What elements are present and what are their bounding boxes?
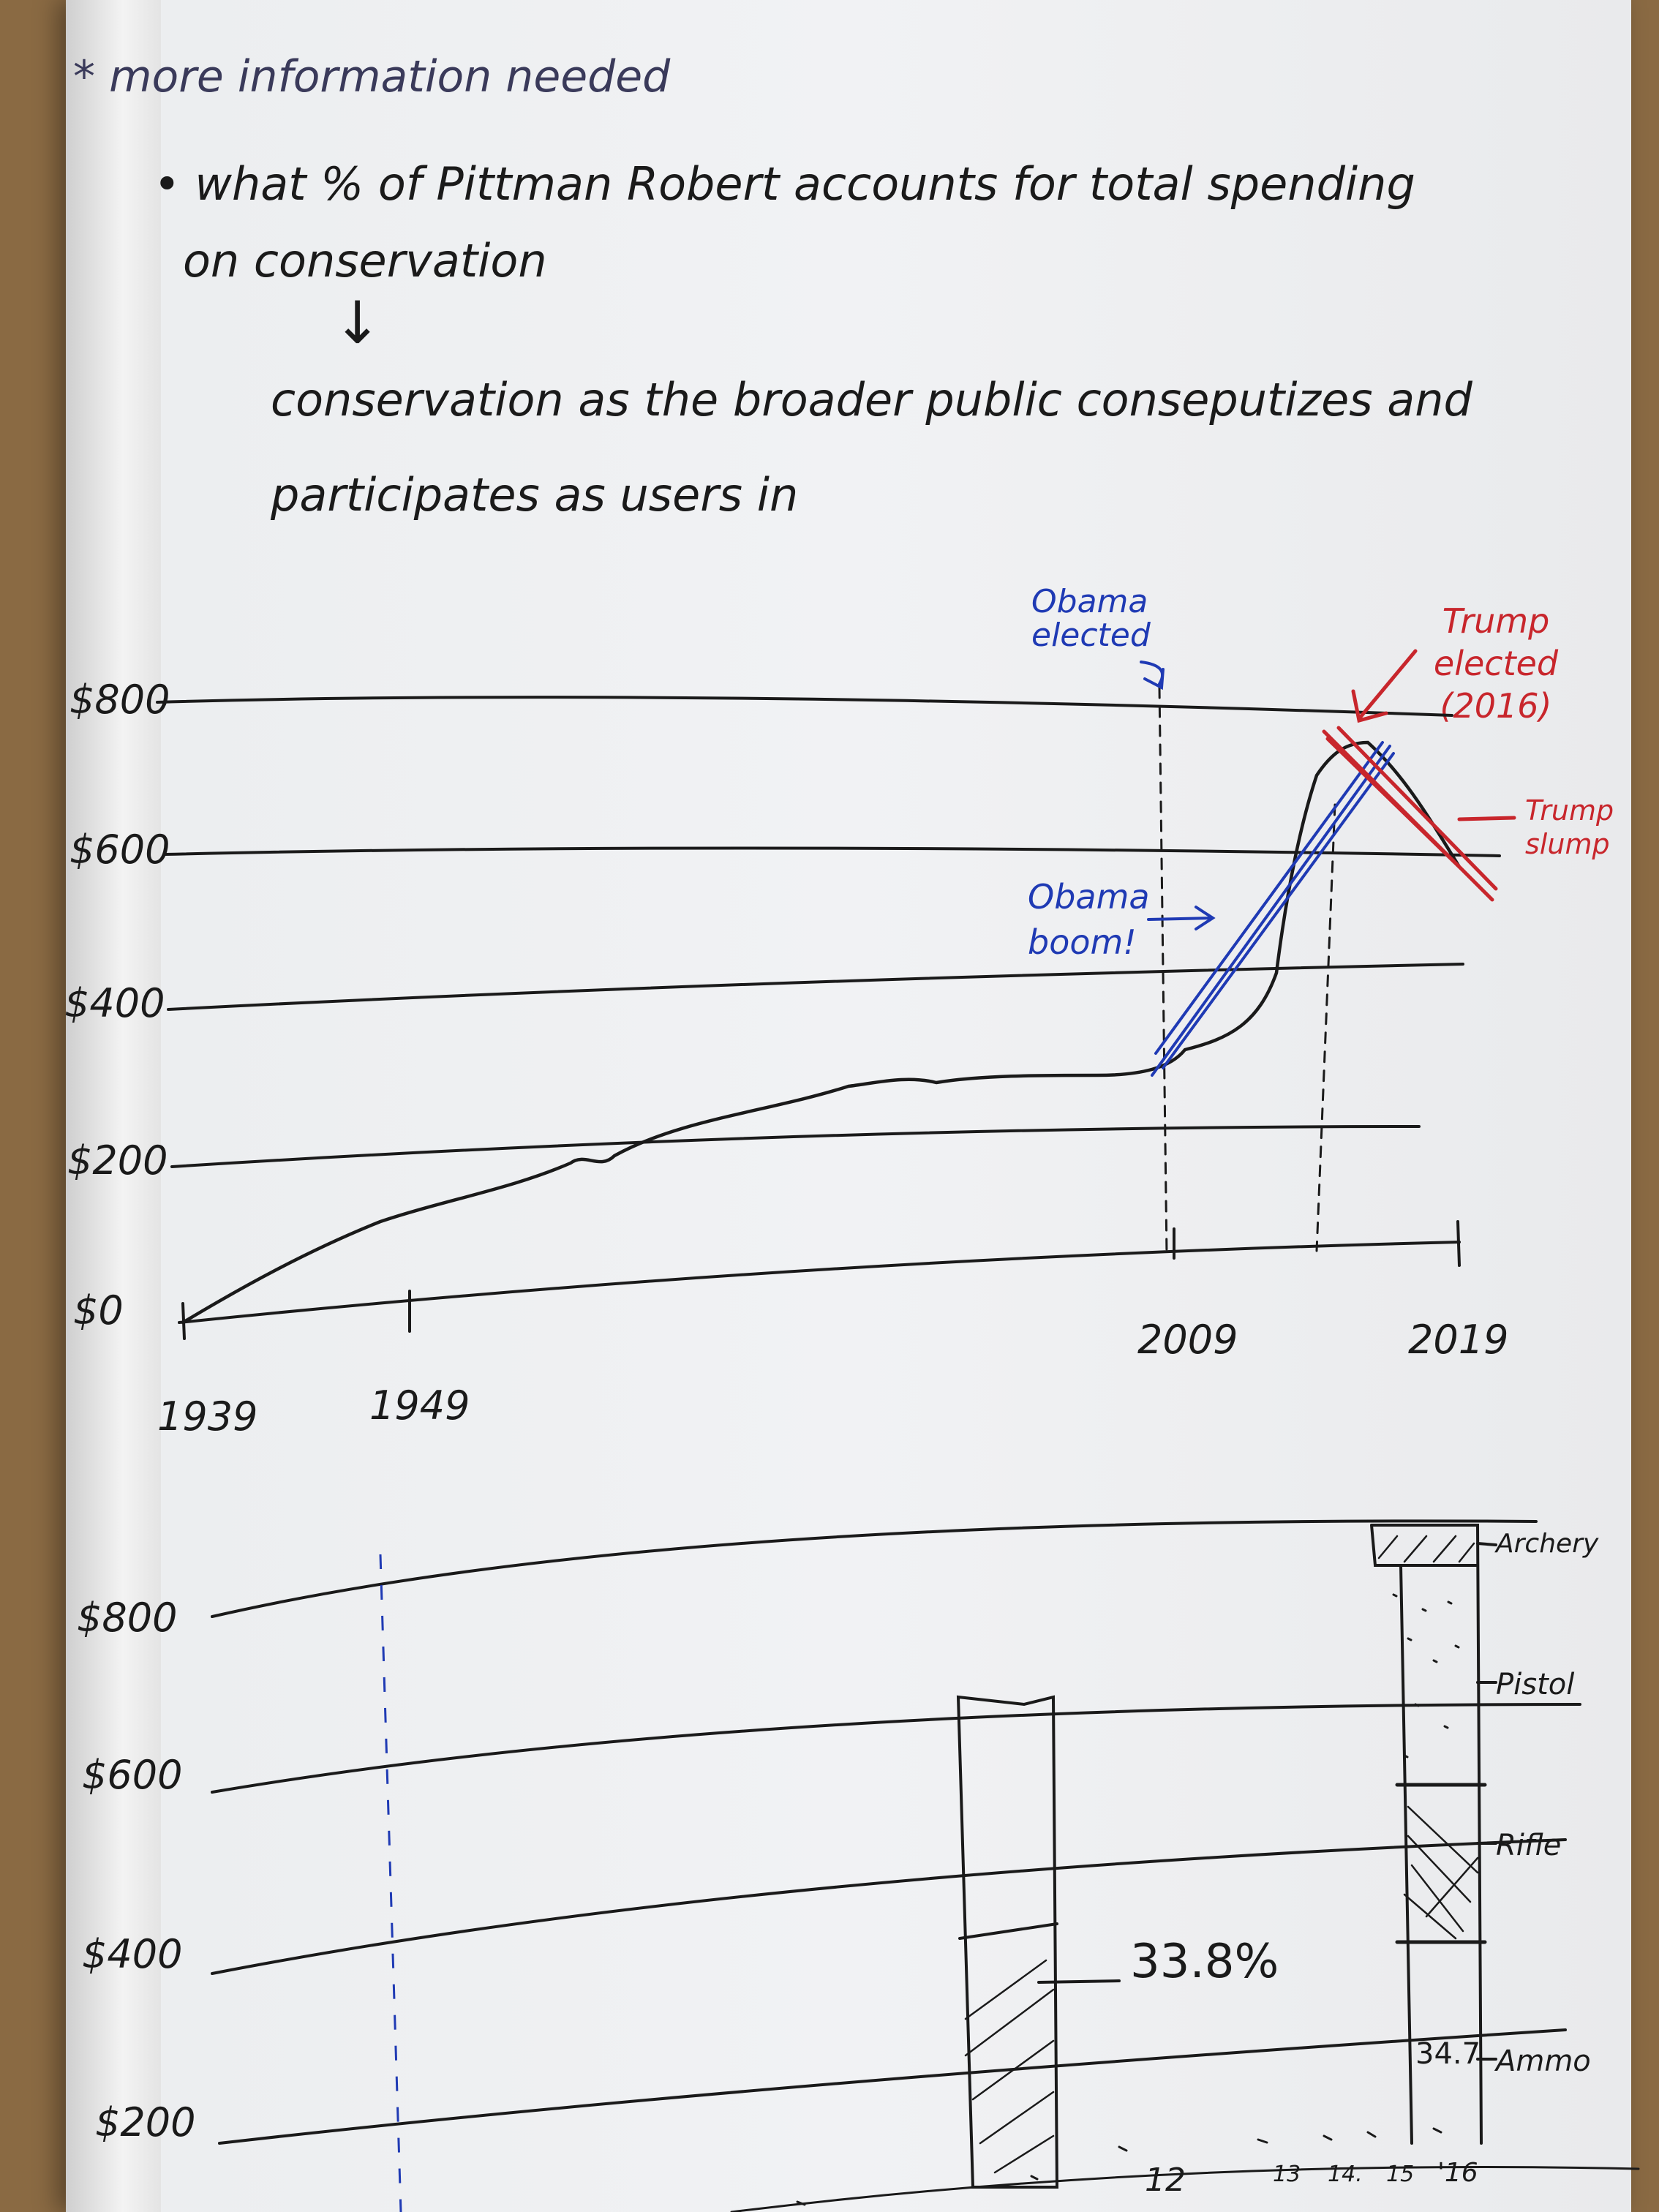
- notebook-binding: [66, 0, 161, 2212]
- bottom-x-tick-14: 14.: [1328, 2162, 1363, 2187]
- bar-2016: [1370, 1524, 1483, 2145]
- trump-slump-dash: [1457, 816, 1516, 821]
- top-y-tick-800: $800: [69, 677, 170, 723]
- obama-boom-strokes: [1151, 741, 1395, 1077]
- top-y-tick-600: $600: [69, 827, 170, 873]
- ammo-value-label: 34.7: [1415, 2037, 1481, 2071]
- down-arrow-icon: ↓: [333, 289, 383, 357]
- bar-2011: [956, 1695, 1059, 2189]
- percent-leader: [1037, 1979, 1121, 1984]
- stack-label-leaders: [1476, 1542, 1497, 2061]
- top-x-tick-2019: 2019: [1408, 1317, 1509, 1363]
- bottom-y-tick-800: $800: [77, 1595, 178, 1641]
- top-y-tick-200: $200: [67, 1137, 168, 1184]
- stack-label-archery: Archery: [1496, 1529, 1599, 1559]
- bottom-y-tick-600: $600: [82, 1752, 183, 1798]
- bar-2011-hatch: [964, 1959, 1055, 2174]
- annotation-obama-elected: Obama elected: [1031, 583, 1151, 654]
- notebook-page: [66, 0, 1631, 2212]
- trump-slump-strokes: [1322, 726, 1498, 902]
- bottom-x-tick-marks: [796, 2127, 1442, 2206]
- top-gridline-600: [163, 846, 1501, 857]
- annotation-obama-boom: Obama boom!: [1028, 877, 1150, 962]
- percent-label: 33.8%: [1130, 1935, 1279, 1989]
- note-bullet-line2: on conservation: [183, 234, 547, 287]
- note-line4: participates as users in: [271, 468, 799, 522]
- bottom-gridline-800: [211, 1519, 1538, 1618]
- top-gridline-200: [170, 1125, 1421, 1168]
- top-x-axis: [178, 1241, 1461, 1324]
- stack-label-pistol: Pistol: [1496, 1668, 1575, 1701]
- bottom-gridline-600: [211, 1703, 1581, 1794]
- obama-dashed-vertical: [1158, 686, 1168, 1256]
- top-gridline-800: [156, 696, 1453, 717]
- top-y-tick-400: $400: [64, 980, 165, 1026]
- bottom-gridline-400: [211, 1838, 1567, 1975]
- bottom-x-tick-16: '16: [1437, 2158, 1478, 2188]
- note-heading: * more information needed: [73, 51, 671, 102]
- note-bullet-line1: • what % of Pittman Robert accounts for …: [154, 157, 1415, 211]
- bottom-x-tick-13: 13: [1273, 2162, 1301, 2187]
- bar-2016-archery-hatch: [1377, 1535, 1475, 1563]
- bar-2011-divider: [958, 1922, 1058, 1940]
- trump-elected-arrow: [1351, 649, 1418, 723]
- top-gridline-400: [167, 963, 1464, 1011]
- bottom-gridline-200: [218, 2028, 1567, 2145]
- bar-2016-rifle-hatch: [1403, 1805, 1479, 1940]
- bottom-x-tick-15: 15: [1386, 2162, 1415, 2187]
- top-y-tick-0: $0: [73, 1287, 124, 1333]
- stack-label-ammo: Ammo: [1496, 2044, 1591, 2078]
- top-x-tick-1939: 1939: [157, 1393, 258, 1440]
- bottom-y-tick-400: $400: [82, 1931, 183, 1977]
- bar-2016-pistol-dots: [1392, 1593, 1460, 1758]
- top-x-axis-tick: [181, 1220, 1461, 1340]
- annotation-trump-elected: Trump elected (2016): [1433, 601, 1559, 726]
- bar-2016-dividers: [1395, 1783, 1487, 1944]
- top-x-tick-1949: 1949: [369, 1382, 470, 1429]
- note-line3: conservation as the broader public conse…: [271, 373, 1472, 426]
- stack-label-rifle: Rifle: [1496, 1829, 1562, 1862]
- spending-line: [181, 740, 1462, 1325]
- annotation-trump-slump: Trump slump: [1525, 794, 1614, 860]
- bottom-blue-dashed-vertical: [379, 1554, 402, 2212]
- obama-boom-arrow: [1147, 906, 1216, 930]
- bottom-gridline-0: [730, 2165, 1640, 2212]
- bottom-x-tick-12: 12: [1145, 2162, 1186, 2199]
- trump-dashed-vertical: [1315, 803, 1336, 1252]
- bottom-y-tick-200: $200: [95, 2099, 196, 2145]
- top-x-tick-2009: 2009: [1137, 1317, 1238, 1363]
- obama-elected-arrow: [1140, 661, 1165, 691]
